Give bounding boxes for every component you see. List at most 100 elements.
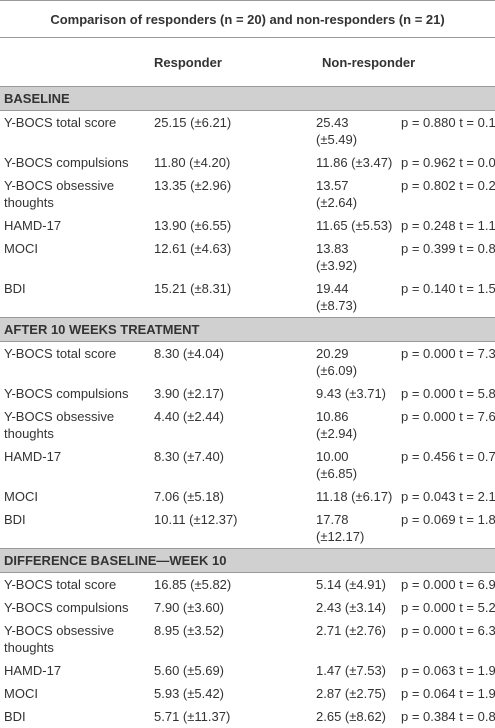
row-label: Y-BOCS compulsions [4, 386, 129, 401]
value-cell: 11.80 (±4.20) [154, 155, 231, 170]
stat-cell: p = 0.000 t = 5.20 [401, 600, 495, 615]
header-cell: Responder [150, 37, 312, 87]
data-row: BDI 10.11 (±12.37) 17.78 (±12.17) p = 0.069… [0, 508, 495, 549]
value-cell: 11.86 (±3.47) [316, 155, 393, 170]
value-cell: 8.30 (±4.04) [154, 346, 225, 361]
data-row: Y-BOCS obsessive thoughts 13.35 (±2.96) 13… [0, 174, 495, 214]
stat-cell: p = 0.140 t = 1.51 [401, 281, 495, 296]
row-label: HAMD-17 [4, 218, 62, 233]
value-cell: 8.30 (±7.40) [154, 449, 225, 464]
row-label: MOCI [4, 489, 38, 504]
row-label: MOCI [4, 241, 38, 256]
value-cell: 7.90 (±3.60) [154, 600, 225, 615]
data-row: Y-BOCS total score 25.15 (±6.21) 25.43 (±5… [0, 111, 495, 152]
value-cell: 2.65 (±8.62) [316, 709, 387, 724]
value-cell: 17.78 (±12.17) [316, 512, 365, 544]
row-label: Y-BOCS obsessive thoughts [4, 178, 115, 210]
value-cell: 13.90 (±6.55) [154, 218, 232, 233]
header-row: Responder Non-responder [0, 37, 495, 87]
row-label: Y-BOCS total score [4, 577, 117, 592]
section-row: BASELINE [0, 86, 495, 111]
value-cell: 25.43 (±5.49) [316, 115, 358, 147]
stat-cell: p = 0.000 t = 6.33 [401, 623, 495, 638]
value-cell: 13.83 (±3.92) [316, 241, 358, 273]
value-cell: 9.43 (±3.71) [316, 386, 387, 401]
value-cell: 1.47 (±7.53) [316, 663, 387, 678]
value-cell: 5.93 (±5.42) [154, 686, 225, 701]
stat-cell: p = 0.456 t = 0.75 [401, 449, 495, 464]
stat-cell: p = 0.069 t = 1.88 [401, 512, 495, 527]
row-label: BDI [4, 281, 26, 296]
data-row: MOCI 5.93 (±5.42) 2.87 (±2.75) p = 0.064 t … [0, 682, 495, 705]
data-row: Y-BOCS compulsions 11.80 (±4.20) 11.86 (±3… [0, 151, 495, 174]
stat-cell: p = 0.399 t = 0.86 [401, 241, 495, 256]
value-cell: 10.00 (±6.85) [316, 449, 358, 481]
data-row: HAMD-17 5.60 (±5.69) 1.47 (±7.53) p = 0.063… [0, 659, 495, 682]
section-title: BASELINE [0, 86, 495, 111]
value-cell: 5.60 (±5.69) [154, 663, 225, 678]
row-label: HAMD-17 [4, 663, 62, 678]
row-label: Y-BOCS compulsions [4, 155, 129, 170]
table-title: Comparison of responders (n = 20) and no… [0, 0, 495, 38]
data-row: HAMD-17 13.90 (±6.55) 11.65 (±5.53) p = 0.2… [0, 214, 495, 237]
title-row: Comparison of responders (n = 20) and no… [0, 0, 495, 38]
stat-cell: p = 0.000 t = 5.86 [401, 386, 495, 401]
value-cell: 2.87 (±2.75) [316, 686, 387, 701]
value-cell: 20.29 (±6.09) [316, 346, 358, 378]
data-row: Y-BOCS total score 8.30 (±4.04) 20.29 (±6.… [0, 342, 495, 383]
value-cell: 15.21 (±8.31) [154, 281, 232, 296]
value-cell: 5.71 (±11.37) [154, 709, 231, 724]
data-row: Y-BOCS compulsions 7.90 (±3.60) 2.43 (±3.1… [0, 596, 495, 619]
data-row: MOCI 12.61 (±4.63) 13.83 (±3.92) p = 0.399 … [0, 237, 495, 277]
stat-cell: p = 0.063 t = 1.92 [401, 663, 495, 678]
data-row: Y-BOCS total score 16.85 (±5.82) 5.14 (±4.… [0, 573, 495, 597]
value-cell: 12.61 (±4.63) [154, 241, 232, 256]
row-label: Y-BOCS obsessive thoughts [4, 409, 115, 441]
section-title: DIFFERENCE BASELINE—WEEK 10 [0, 548, 495, 573]
data-row: Y-BOCS obsessive thoughts 8.95 (±3.52) 2.7… [0, 619, 495, 659]
value-cell: 16.85 (±5.82) [154, 577, 232, 592]
value-cell: 11.18 (±6.17) [316, 489, 393, 504]
value-cell: 2.43 (±3.14) [316, 600, 387, 615]
stat-cell: p = 0.802 t = 0.25 [401, 178, 495, 193]
header-empty [0, 37, 150, 87]
value-cell: 4.40 (±2.44) [154, 409, 225, 424]
row-label: BDI [4, 709, 26, 724]
stat-cell: p = 0.043 t = 2.11 [401, 489, 495, 504]
value-cell: 2.71 (±2.76) [316, 623, 387, 638]
row-label: MOCI [4, 686, 38, 701]
row-label: HAMD-17 [4, 449, 62, 464]
row-label: Y-BOCS total score [4, 346, 117, 361]
stat-cell: p = 0.000 t = 7.39 [401, 346, 495, 361]
value-cell: 13.35 (±2.96) [154, 178, 232, 193]
stat-cell: p = 0.064 t = 1.96 [401, 686, 495, 701]
data-row: HAMD-17 8.30 (±7.40) 10.00 (±6.85) p = 0.45… [0, 445, 495, 485]
value-cell: 3.90 (±2.17) [154, 386, 225, 401]
value-cell: 10.86 (±2.94) [316, 409, 358, 441]
value-cell: 7.06 (±5.18) [154, 489, 225, 504]
value-cell: 19.44 (±8.73) [316, 281, 358, 313]
section-title: AFTER 10 WEEKS TREATMENT [0, 317, 495, 342]
stat-cell: p = 0.880 t = 0.15 [401, 115, 495, 130]
data-row: Y-BOCS compulsions 3.90 (±2.17) 9.43 (±3.7… [0, 382, 495, 405]
stat-cell: p = 0.000 t = 7.64 [401, 409, 495, 424]
data-row: BDI 5.71 (±11.37) 2.65 (±8.62) p = 0.384 t … [0, 705, 495, 728]
value-cell: 5.14 (±4.91) [316, 577, 387, 592]
stat-cell: p = 0.384 t = 0.88 [401, 709, 495, 724]
value-cell: 25.15 (±6.21) [154, 115, 232, 130]
stat-cell: p = 0.000 t = 6.97 [401, 577, 495, 592]
section-row: DIFFERENCE BASELINE—WEEK 10 [0, 548, 495, 573]
value-cell: 11.65 (±5.53) [316, 218, 393, 233]
stat-cell: p = 0.248 t = 1.18 [401, 218, 495, 233]
data-row: BDI 15.21 (±8.31) 19.44 (±8.73) p = 0.140 t… [0, 277, 495, 318]
row-label: BDI [4, 512, 26, 527]
data-row: MOCI 7.06 (±5.18) 11.18 (±6.17) p = 0.043 t… [0, 485, 495, 508]
row-label: Y-BOCS obsessive thoughts [4, 623, 115, 655]
value-cell: 13.57 (±2.64) [316, 178, 358, 210]
data-row: Y-BOCS obsessive thoughts 4.40 (±2.44) 10.… [0, 405, 495, 445]
row-label: Y-BOCS compulsions [4, 600, 129, 615]
value-cell: 8.95 (±3.52) [154, 623, 225, 638]
stat-cell: p = 0.962 t = 0.05 [401, 155, 495, 170]
